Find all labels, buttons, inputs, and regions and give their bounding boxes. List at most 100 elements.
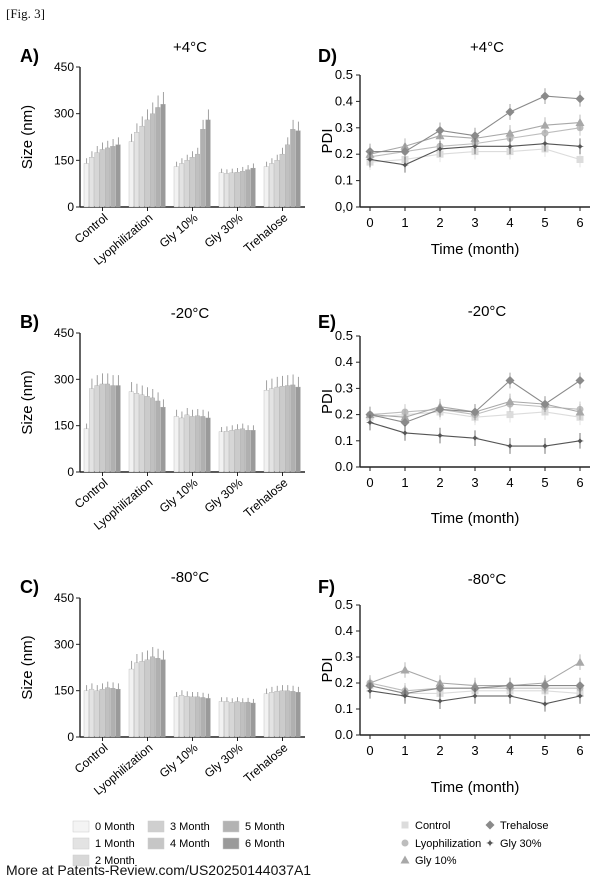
bar-chart-panel: B)-20°C0150300450Size (nm)ControlLyophil… [19, 305, 305, 533]
x-tick-label: 3 [471, 475, 478, 490]
chart-title: -20°C [468, 303, 507, 320]
bar [200, 416, 205, 472]
bar [134, 663, 139, 737]
x-tick-label: 3 [471, 743, 478, 758]
x-tick-label: Gly 30% [202, 740, 246, 780]
bar [245, 170, 250, 207]
footer-link[interactable]: More at Patents-Review.com/US20250144037… [6, 862, 311, 878]
x-tick-label: 2 [436, 743, 443, 758]
legend-label: 3 Month [170, 821, 210, 833]
bar [100, 149, 105, 207]
marker-star: ✦ [435, 144, 444, 156]
chart-title: -20°C [171, 305, 210, 322]
bar [140, 126, 145, 207]
bar [95, 691, 100, 737]
bar [240, 171, 245, 207]
bar [100, 689, 105, 737]
bar [89, 689, 94, 737]
legend-label: Gly 30% [500, 838, 542, 850]
marker-diamond [486, 821, 495, 830]
x-tick-label: 5 [541, 743, 548, 758]
bar [116, 689, 121, 737]
bar [190, 416, 195, 472]
bar [155, 107, 160, 207]
bar [206, 698, 211, 737]
bar [84, 691, 89, 737]
bar [174, 697, 179, 737]
legend-swatch [73, 838, 89, 849]
bar [269, 163, 274, 207]
x-tick-label: Gly 10% [157, 740, 201, 780]
marker-square [577, 156, 584, 163]
bar [195, 697, 200, 737]
y-tick-label: 0.2 [335, 146, 353, 161]
marker-star: ✦ [485, 838, 494, 850]
bar [155, 658, 160, 737]
y-tick-label: 0 [67, 200, 74, 214]
bar [116, 145, 121, 207]
bar [129, 392, 134, 472]
y-tick-label: 0.3 [335, 120, 353, 135]
bar [280, 154, 285, 207]
x-tick-label: 6 [576, 215, 583, 230]
bar [105, 148, 110, 207]
bar [219, 432, 224, 472]
panel-letter: B) [20, 312, 39, 332]
y-tick-label: 150 [54, 153, 74, 167]
panel-letter: A) [20, 46, 39, 66]
bar [161, 660, 166, 737]
bar [179, 695, 184, 737]
y-tick-label: 450 [54, 60, 74, 74]
x-tick-label: 1 [401, 215, 408, 230]
bar [290, 691, 295, 737]
bar [290, 385, 295, 472]
x-tick-label: 2 [436, 475, 443, 490]
legend-label: 4 Month [170, 838, 210, 850]
chart-title: +4°C [173, 39, 207, 56]
marker-star: ✦ [505, 141, 514, 153]
bar [161, 407, 166, 472]
bar [264, 167, 269, 207]
x-tick-label: 4 [506, 743, 513, 758]
chart-title: -80°C [468, 571, 507, 588]
x-tick-label: Gly 30% [202, 475, 246, 515]
bar [296, 131, 301, 207]
marker-star: ✦ [505, 441, 514, 453]
y-tick-label: 300 [54, 372, 74, 386]
bar [219, 701, 224, 737]
bar [150, 398, 155, 472]
bar [150, 657, 155, 737]
y-tick-label: 0,0 [335, 199, 353, 214]
bar [105, 688, 110, 737]
marker-star: ✦ [575, 436, 584, 448]
bar [275, 691, 280, 737]
bar [150, 114, 155, 207]
y-axis-label: Size (nm) [19, 370, 36, 434]
bar [240, 702, 245, 737]
chart-title: -80°C [171, 569, 210, 586]
legend-label: 0 Month [95, 821, 135, 833]
panel-letter: E) [318, 312, 336, 332]
marker-star: ✦ [575, 691, 584, 703]
x-tick-label: Control [72, 476, 111, 512]
bar [206, 120, 211, 207]
bar [296, 387, 301, 472]
y-tick-label: 0.1 [335, 433, 353, 448]
bar [185, 160, 190, 207]
bar [195, 416, 200, 472]
bar [264, 390, 269, 472]
x-tick-label: 2 [436, 215, 443, 230]
bar [200, 697, 205, 737]
bar [206, 418, 211, 472]
marker-star: ✦ [365, 154, 374, 166]
bar [134, 393, 139, 472]
x-axis-label: Time (month) [431, 241, 520, 258]
y-axis-label: Size (nm) [19, 105, 36, 169]
bar [285, 145, 290, 207]
legend-swatch [148, 821, 164, 832]
y-tick-label: 0 [67, 465, 74, 479]
x-tick-label: 1 [401, 743, 408, 758]
y-tick-label: 0.0 [335, 459, 353, 474]
y-axis-label: Size (nm) [19, 635, 36, 699]
